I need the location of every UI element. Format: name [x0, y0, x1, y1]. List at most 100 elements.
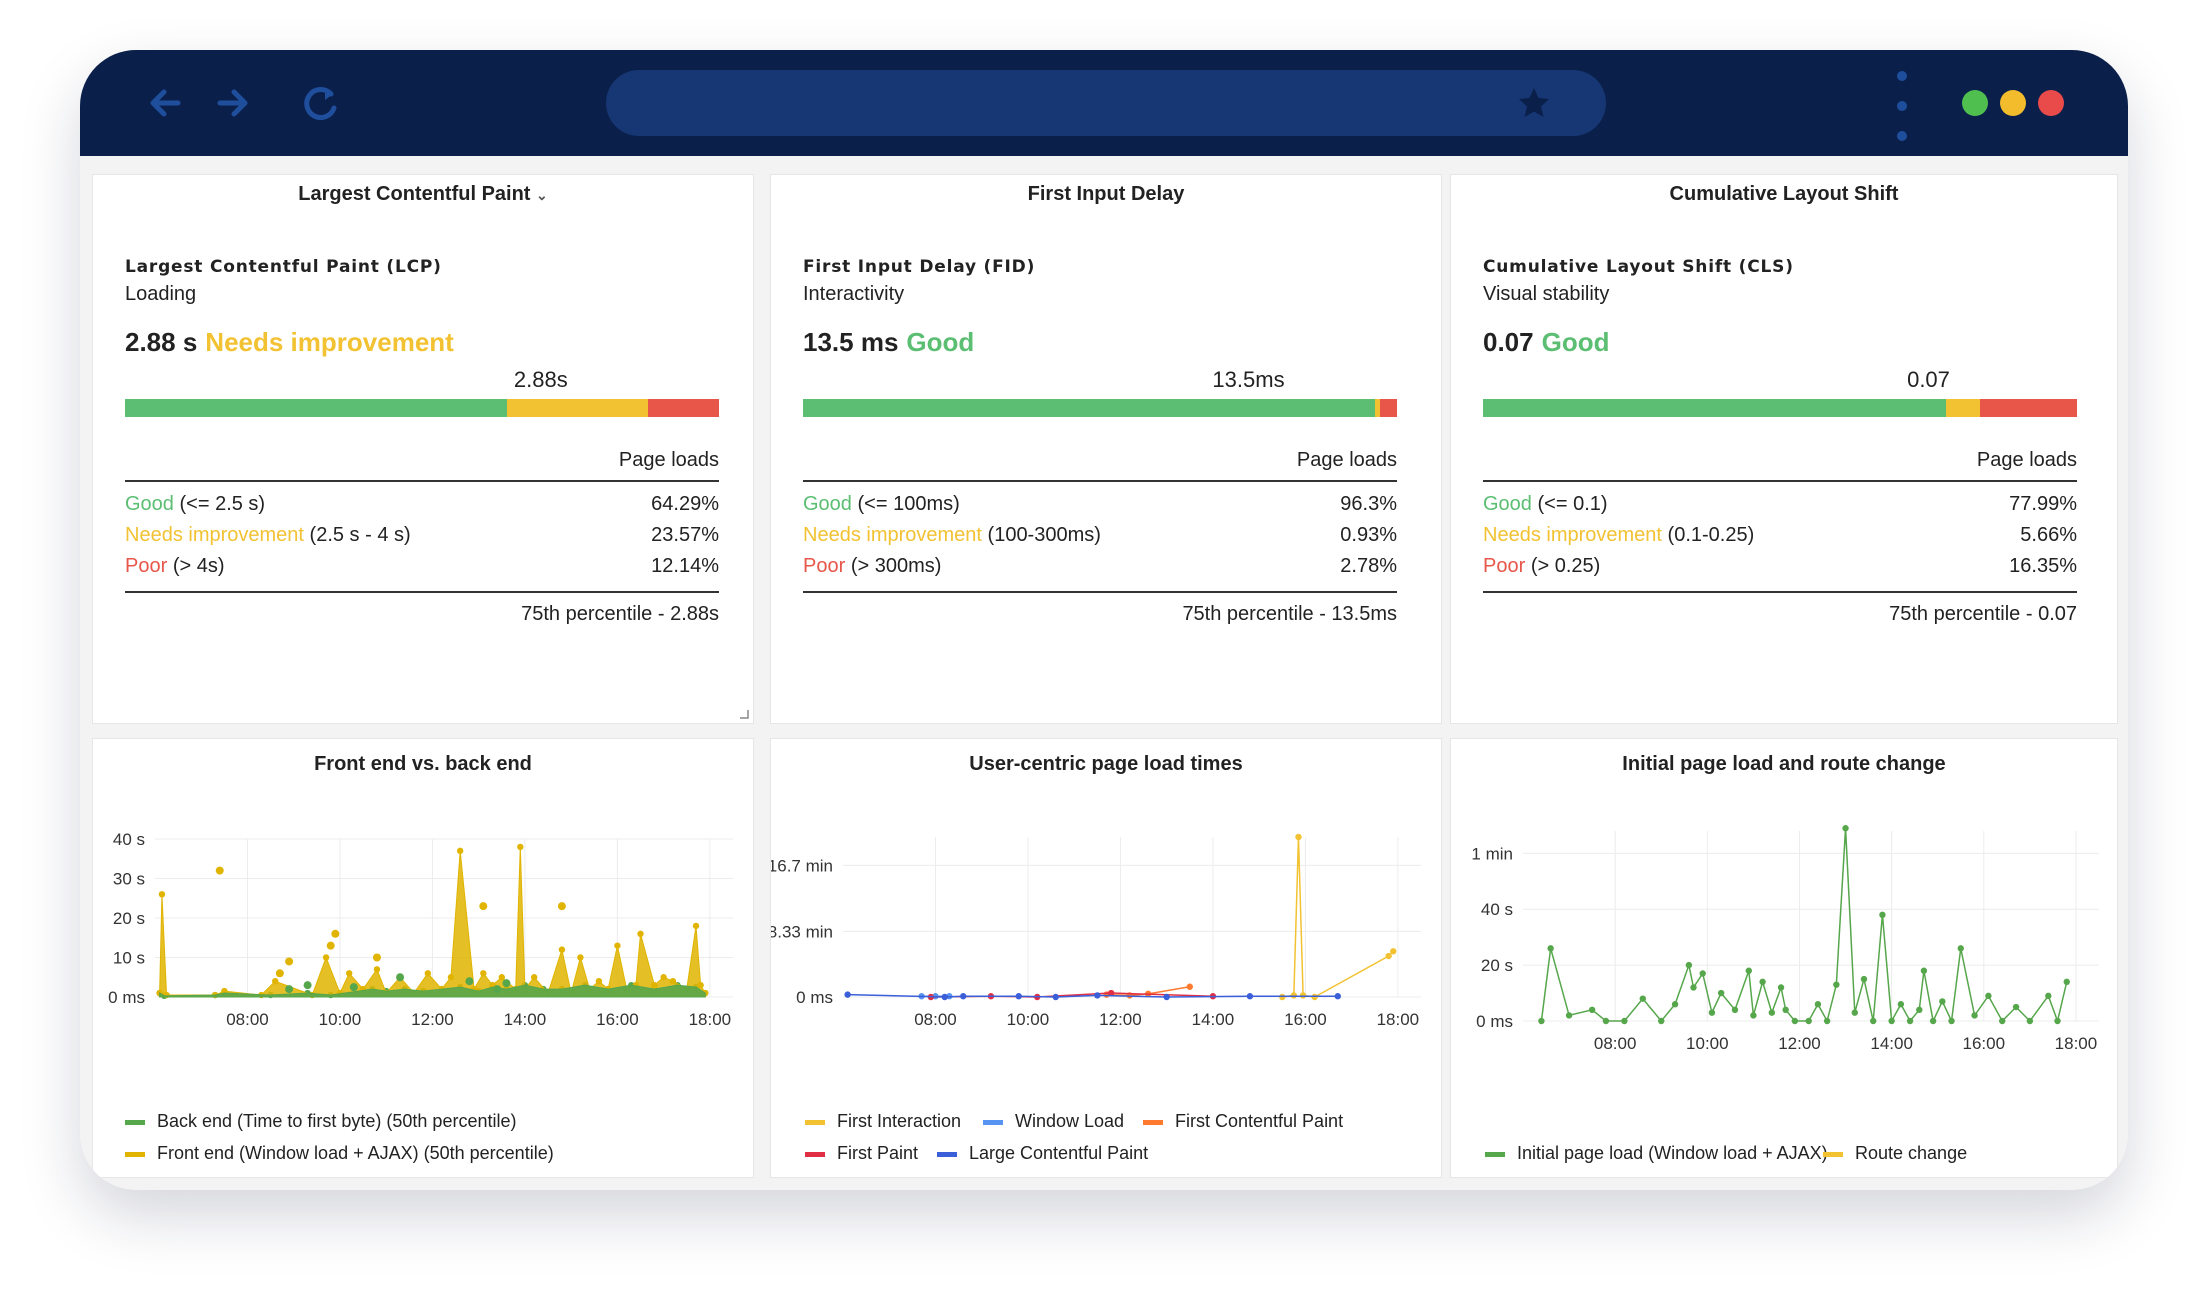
legend-item[interactable]: First Interaction — [805, 1111, 961, 1132]
legend-label: First Contentful Paint — [1175, 1111, 1344, 1131]
table-rule — [125, 480, 719, 482]
metric-name: Largest Contentful Paint (LCP) — [125, 257, 442, 277]
metric-category: Visual stability — [1483, 283, 1610, 305]
data-point — [1745, 967, 1752, 974]
legend-item[interactable]: Route change — [1823, 1143, 1967, 1164]
data-point — [1685, 961, 1693, 969]
data-point — [1334, 993, 1341, 1000]
data-point — [1565, 1012, 1573, 1019]
legend-label: Route change — [1855, 1143, 1968, 1163]
data-point — [2012, 1003, 2020, 1011]
legend-label: Large Contentful Paint — [969, 1143, 1149, 1163]
data-point — [215, 866, 224, 875]
bar-good — [125, 399, 507, 417]
chart-panel-frontend-backend: Front end vs. back end 0 ms 10 s 20 s 30 s 4… — [92, 738, 754, 1178]
data-point — [960, 993, 967, 1000]
panel-title: Initial page load and route change — [1622, 753, 1946, 775]
legend-item[interactable]: Back end (Time to first byte) (50th perc… — [125, 1111, 516, 1132]
x-tick-label: 10:00 — [1686, 1034, 1729, 1053]
star-icon[interactable] — [1516, 85, 1552, 121]
data-point — [1860, 975, 1868, 983]
row-percent: 96.3% — [1340, 493, 1397, 515]
data-point — [557, 902, 566, 911]
page-loads-header: Page loads — [1976, 449, 2077, 471]
row-percent: 16.35% — [2009, 555, 2077, 577]
data-point — [373, 966, 381, 973]
data-point — [1823, 1017, 1831, 1025]
row-percent: 23.57% — [651, 524, 719, 546]
x-tick-label: 14:00 — [1870, 1034, 1913, 1053]
panel-title[interactable]: First Input Delay — [1027, 183, 1185, 205]
data-point — [1985, 992, 1992, 1000]
panel-title[interactable]: Largest Contentful Paint ⌄ — [298, 183, 548, 205]
data-point — [1699, 970, 1706, 977]
data-point — [669, 978, 677, 985]
reload-icon[interactable] — [294, 78, 348, 128]
window-dot-green[interactable] — [1962, 90, 1988, 116]
legend-item[interactable]: Large Contentful Paint — [937, 1143, 1148, 1164]
data-point — [493, 985, 502, 994]
data-point — [1538, 1017, 1545, 1025]
marker-label: 13.5ms — [1212, 367, 1285, 392]
table-row: Good (<= 0.1) — [1483, 493, 1608, 515]
window-dot-yellow[interactable] — [2000, 90, 2026, 116]
data-point — [517, 843, 524, 851]
legend-item[interactable]: First Paint — [805, 1143, 918, 1164]
data-point — [1279, 993, 1286, 1001]
address-bar[interactable] — [606, 70, 1606, 136]
resize-handle-icon[interactable] — [739, 709, 749, 719]
panel-title[interactable]: Cumulative Layout Shift — [1669, 183, 1899, 205]
chevron-down-icon[interactable]: ⌄ — [536, 187, 548, 203]
metric-panel: Largest Contentful Paint ⌄ Largest Conte… — [92, 174, 754, 724]
data-point — [396, 973, 405, 982]
metric-category: Loading — [125, 283, 197, 305]
bar-good — [1483, 399, 1947, 417]
data-point — [1833, 981, 1840, 988]
status-badge: Good — [1541, 327, 1610, 357]
data-point — [1107, 989, 1115, 997]
legend-label: Back end (Time to first byte) (50th perc… — [157, 1111, 517, 1131]
legend-label: First Interaction — [837, 1111, 962, 1131]
distribution-bar — [1483, 399, 2077, 417]
data-point — [1851, 1009, 1858, 1016]
legend-label: Front end (Window load + AJAX) (50th per… — [157, 1143, 554, 1163]
distribution-bar — [803, 399, 1397, 417]
window-dot-red[interactable] — [2038, 90, 2064, 116]
metric-category: Interactivity — [803, 283, 905, 305]
table-rule — [803, 591, 1397, 593]
y-tick-label: 0 ms — [1476, 1012, 1513, 1031]
back-arrow-icon[interactable] — [142, 78, 196, 128]
status-badge: Good — [906, 327, 975, 357]
data-point — [1708, 1009, 1716, 1016]
bar-good — [803, 399, 1376, 417]
data-point — [1671, 1001, 1679, 1008]
data-point — [502, 979, 511, 988]
table-row: Good (<= 100ms) — [803, 493, 960, 515]
data-point — [697, 981, 704, 989]
chart-frontend-backend: 0 ms 10 s 20 s 30 s 40 s 08:00 10:00 12:00 14:00… — [108, 830, 733, 1029]
data-point — [465, 977, 474, 986]
y-tick-label: 8.33 min — [771, 922, 833, 941]
data-point — [275, 969, 284, 978]
kebab-menu-icon[interactable] — [1896, 70, 1908, 142]
legend-item[interactable]: Initial page load (Window load + AJAX) — [1485, 1143, 1828, 1164]
data-point — [1920, 967, 1928, 974]
data-point — [1782, 1006, 1789, 1014]
legend-item[interactable]: Front end (Window load + AJAX) (50th per… — [125, 1143, 554, 1164]
data-point — [651, 981, 658, 989]
legend-item[interactable]: Window Load — [983, 1111, 1124, 1132]
y-tick-label: 0 ms — [108, 988, 145, 1007]
legend-label: Window Load — [1015, 1111, 1125, 1131]
y-tick-label: 40 s — [1481, 900, 1513, 919]
percentile-label: 75th percentile - 2.88s — [521, 603, 719, 625]
forward-arrow-icon[interactable] — [206, 78, 260, 128]
table-rule — [803, 480, 1397, 482]
data-point — [1295, 833, 1302, 841]
series-line — [1540, 828, 2068, 1024]
legend-item[interactable]: First Contentful Paint — [1143, 1111, 1343, 1132]
data-point — [1717, 989, 1725, 997]
data-point — [1621, 1017, 1628, 1025]
bar-poor — [1980, 399, 2077, 417]
status-badge: Needs improvement — [205, 327, 454, 357]
data-point — [1390, 948, 1397, 955]
